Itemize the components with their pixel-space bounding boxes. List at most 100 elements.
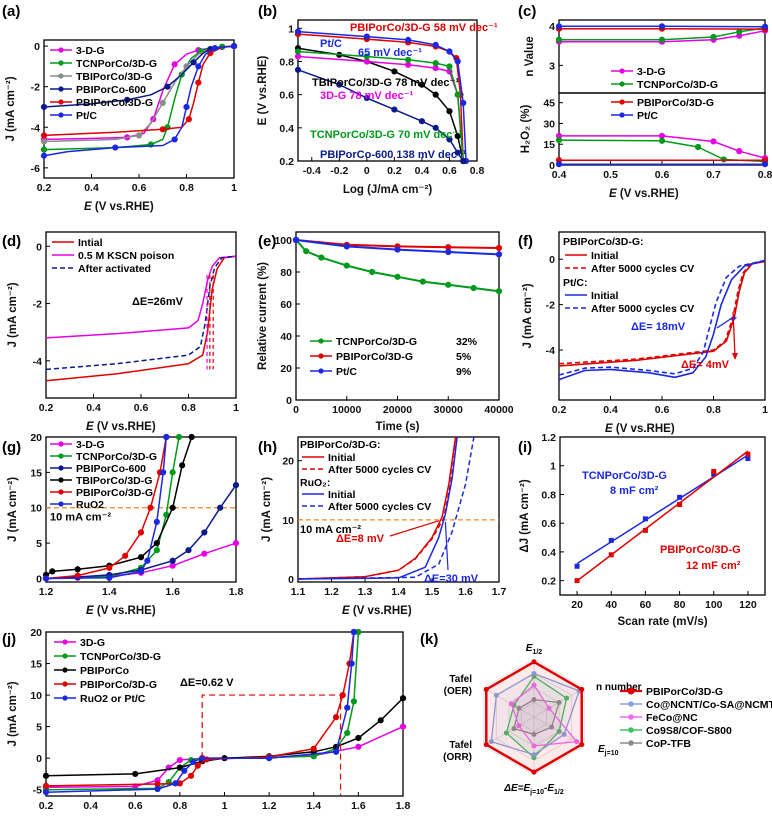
- legend-label: After 5000 cycles CV: [328, 464, 431, 476]
- legend-label: 0.5 M KSCN poison: [78, 250, 174, 262]
- data-point: [106, 574, 113, 581]
- x-tick-label: 0.2: [552, 404, 567, 416]
- radar-point: [546, 705, 552, 711]
- radar-point: [516, 723, 522, 729]
- y-tick-label: 5: [36, 722, 42, 734]
- y-tick-label: 45: [543, 98, 555, 110]
- y-tick-label: 10: [30, 503, 42, 515]
- legend-marker: [619, 99, 625, 105]
- data-point: [405, 56, 412, 63]
- data-point: [171, 61, 178, 68]
- radar-point: [531, 659, 537, 665]
- radar-point: [564, 695, 570, 701]
- panel-c: 0 15 30 45 0.4 0.5 0.6 0.7 0.8 PBIPorCo/3D-GPt/C H…: [520, 92, 772, 200]
- data-point: [40, 103, 48, 111]
- x-tick-label: 0.2: [387, 165, 402, 177]
- legend-label: Co@NCNT/Co-SA@NCMT: [646, 699, 772, 711]
- legend-label: Pt/C: [637, 110, 658, 122]
- x-tick-label: 80: [674, 599, 686, 611]
- arrow-ruo2: [444, 521, 449, 571]
- radar-point: [579, 686, 585, 692]
- legend-label: PBIPorCo/3D-G: [76, 487, 153, 499]
- data-point: [42, 782, 50, 790]
- data-point: [190, 758, 197, 766]
- y-tick-label: -2: [33, 299, 42, 311]
- legend-marker: [58, 501, 64, 507]
- data-point: [394, 246, 401, 253]
- panel-label: (k): [420, 631, 438, 648]
- x-tick-label: -0.2: [330, 165, 348, 177]
- y-tick-label: 0.8: [541, 489, 556, 501]
- legend-label: PBIPorCo/3D-G: [80, 679, 157, 691]
- data-point: [350, 628, 358, 636]
- data-point: [154, 785, 161, 793]
- radar-axis-label: E1/2: [526, 643, 543, 656]
- data-point: [470, 284, 477, 292]
- data-point: [495, 251, 503, 258]
- delta-e-label: ΔE=26mV: [132, 296, 184, 308]
- legend-label: 3D-G: [80, 637, 105, 649]
- panel-e: 0 10000 20000 30000 40000 0 20 40 60 80 100 TCNPorC…: [257, 231, 514, 433]
- arrowhead-pbi: [732, 353, 738, 360]
- data-point: [745, 456, 751, 462]
- arrow-pbi: [389, 520, 439, 537]
- x-tick-label: 0.6: [132, 182, 147, 194]
- radar-axis-label: ΔE=Ej=10-E1/2: [503, 783, 564, 796]
- legend-marker: [58, 112, 64, 118]
- x-tick-label: 0.8: [179, 182, 194, 194]
- capacitance-label: 8 mF cm²: [610, 485, 659, 497]
- x-tick-label: 40: [605, 599, 617, 611]
- data-point: [40, 138, 48, 145]
- x-tick-label: 1: [233, 402, 239, 414]
- capacitance-label: 12 mF cm²: [686, 560, 741, 572]
- data-point: [49, 568, 56, 575]
- x-axis-title: E (V vs.RHE): [342, 605, 412, 617]
- legend-marker: [62, 695, 68, 701]
- panel-label: (a): [2, 3, 20, 20]
- panel-label: (c): [518, 3, 536, 20]
- radar-spoke: [483, 687, 535, 718]
- delta-e-label-pbi: ΔE= 4mV: [681, 359, 730, 371]
- legend-marker: [58, 86, 64, 92]
- data-point: [336, 81, 343, 88]
- data-point: [495, 244, 503, 252]
- panel-a: 0.2 0.4 0.6 0.8 1 0 -2 -4 -6 3-D-GTCNPorCo/3D-GTB…: [5, 39, 238, 213]
- data-point: [446, 136, 453, 143]
- data-point: [194, 762, 201, 769]
- legend-label: PBIPorCo/3D-G: [637, 97, 714, 109]
- panel-label: (b): [258, 3, 277, 20]
- x-tick-label: 0.8: [758, 169, 772, 181]
- data-point: [658, 23, 666, 30]
- y-axis-title: J (mA cm⁻²): [5, 76, 17, 141]
- x-tick-label: 1: [762, 404, 768, 416]
- panel-g: 1.2 1.4 1.6 1.8051015203-D-GTCNPorCo/3D-GPB…: [7, 432, 243, 617]
- y-tick-label: 40: [280, 331, 292, 343]
- radar-point: [531, 752, 537, 758]
- legend-label: Co9S8/COF-S800: [646, 725, 732, 737]
- legend-label: PBIPorCo-600: [76, 463, 146, 475]
- legend-label: After 5000 cycles CV: [328, 501, 431, 513]
- data-point: [369, 268, 376, 276]
- y-tick-label: -4: [31, 122, 40, 134]
- data-point: [348, 660, 355, 667]
- series-line-pt-c: [43, 45, 235, 157]
- x-tick-label: 0.8: [706, 404, 721, 416]
- series-label: TCNPorCo/3D-G: [582, 470, 667, 482]
- legend-marker: [619, 112, 625, 118]
- panel-label: (d): [2, 233, 21, 250]
- data-point: [164, 83, 171, 90]
- legend-label: After 5000 cycles CV: [591, 263, 694, 275]
- data-point: [454, 149, 461, 156]
- x-tick-label: 0.6: [655, 169, 670, 181]
- series-line-3d-g: [297, 55, 464, 162]
- data-point: [153, 539, 160, 547]
- y-tick-label: 80: [280, 267, 292, 279]
- radar-point: [508, 701, 514, 707]
- data-point: [446, 108, 453, 115]
- legend-group: RuO₂:: [300, 477, 330, 489]
- data-point: [195, 79, 202, 86]
- legend-marker: [58, 47, 64, 53]
- y-tick-label: 20: [30, 432, 42, 444]
- series-line-pbiporco-3d-g: [43, 45, 235, 137]
